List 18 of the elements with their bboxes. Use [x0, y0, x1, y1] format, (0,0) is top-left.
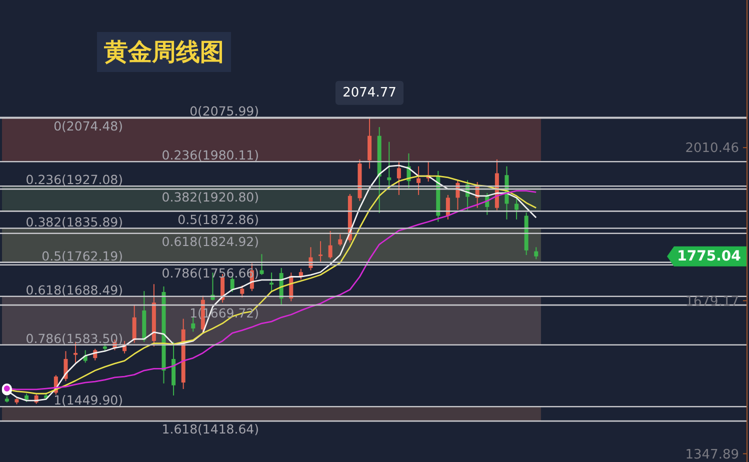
- ref-line-label: 0.236(1927.08): [26, 172, 123, 188]
- text: 黄金周线图: [97, 32, 231, 72]
- y-tick-label: 2010.46: [685, 141, 739, 156]
- y-tick-label: 1347.89: [685, 447, 739, 462]
- ref-line-label: 0.382(1835.89): [26, 214, 123, 230]
- text: 1775.04: [677, 248, 742, 264]
- ref-line-label: 0(2075.99): [190, 103, 259, 118]
- ref-line-label: 0.236(1980.11): [162, 148, 259, 163]
- ref-line-label: 0.618(1824.92): [162, 234, 259, 249]
- ref-line-label: 0.5(1762.19): [42, 248, 123, 264]
- ref-line-label: 0(2074.48): [54, 118, 123, 134]
- ref-line-label: 0.618(1688.49): [26, 282, 123, 298]
- ref-line-label: 1(1449.90): [54, 392, 123, 408]
- annotation: 2074.77: [342, 85, 396, 100]
- ref-line-label: 0.5(1872.86): [178, 212, 259, 227]
- ref-line-label: 1.618(1418.64): [162, 422, 259, 437]
- ref-line-label: 0.382(1920.80): [162, 190, 259, 205]
- ref-line-label: 0.786(1583.50): [26, 330, 123, 346]
